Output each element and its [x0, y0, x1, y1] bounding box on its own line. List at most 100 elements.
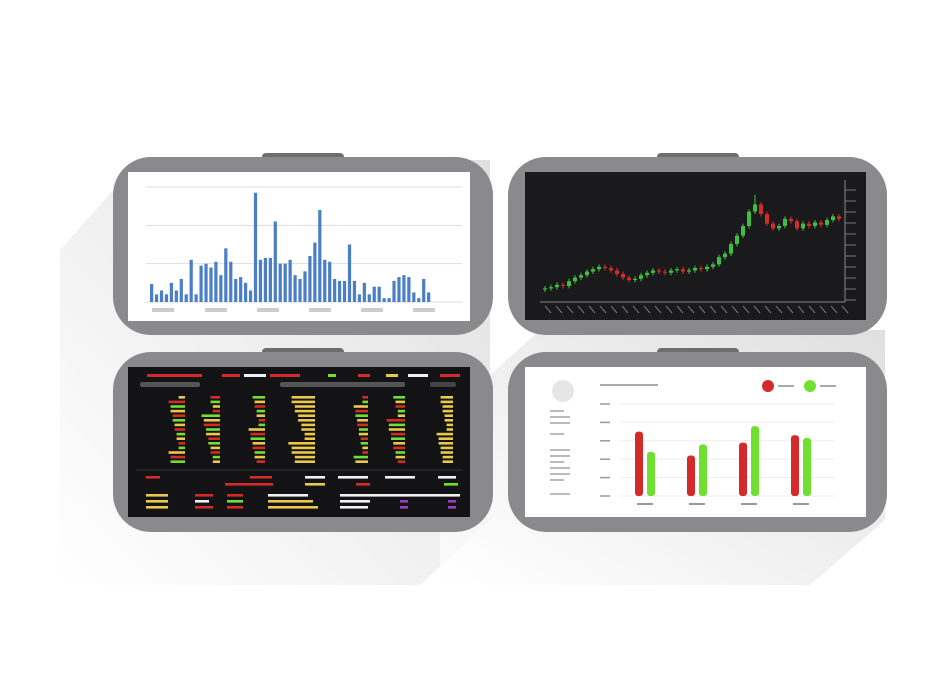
- placeholder-label: [152, 308, 174, 312]
- axis-hatch: [764, 305, 772, 314]
- x-placeholder: [637, 503, 653, 505]
- order-row: [388, 428, 405, 431]
- axis-hatch: [643, 305, 651, 314]
- cell: [338, 476, 368, 479]
- order-row: [254, 451, 265, 454]
- axis-hatch: [830, 305, 838, 314]
- candle-body: [573, 277, 577, 282]
- candle-body: [633, 278, 637, 280]
- placeholder-label: [413, 308, 435, 312]
- candle-body: [723, 253, 727, 258]
- bar: [342, 280, 347, 302]
- cell: [448, 500, 456, 503]
- screen: [525, 172, 866, 320]
- bar: [387, 298, 391, 302]
- order-row: [438, 442, 453, 445]
- candle-body: [651, 270, 655, 273]
- cell: [227, 500, 243, 503]
- side-item: [550, 410, 564, 412]
- order-row: [288, 442, 315, 445]
- cell: [268, 500, 313, 503]
- candle-body: [549, 287, 553, 289]
- axis-hatch: [621, 305, 629, 314]
- candle-body: [813, 222, 817, 226]
- candle-body: [711, 264, 715, 267]
- candle-body: [801, 223, 805, 229]
- toolbar-item: [386, 374, 398, 377]
- cell: [146, 506, 168, 509]
- axis-hatch: [544, 305, 552, 314]
- axis-hatch: [676, 305, 684, 314]
- order-row: [355, 409, 368, 413]
- order-row: [203, 419, 220, 422]
- bar: [417, 298, 421, 302]
- order-row: [360, 442, 368, 445]
- order-row: [208, 442, 220, 445]
- axis-hatch: [753, 305, 761, 314]
- order-row: [176, 432, 185, 436]
- order-row: [294, 405, 315, 408]
- bar: [367, 294, 371, 302]
- bar: [268, 257, 272, 302]
- bar: [184, 294, 188, 302]
- order-row: [355, 414, 368, 417]
- bar: [422, 279, 426, 302]
- candle-body: [765, 214, 769, 224]
- order-row: [170, 409, 185, 413]
- order-row: [353, 405, 368, 408]
- order-row: [258, 419, 265, 422]
- bar: [174, 290, 178, 302]
- order-row: [208, 437, 220, 440]
- order-row: [442, 455, 453, 459]
- bar: [357, 294, 362, 302]
- candle-body: [645, 272, 649, 276]
- bar: [347, 244, 352, 302]
- bar: [739, 442, 747, 496]
- candle-body: [585, 271, 589, 276]
- cell: [195, 494, 213, 497]
- order-row: [203, 423, 220, 427]
- order-row: [436, 432, 453, 436]
- bar: [154, 294, 159, 302]
- bar: [338, 280, 342, 302]
- cell: [305, 476, 325, 479]
- axis-hatch: [786, 305, 794, 314]
- order-row: [212, 409, 220, 413]
- bar: [288, 259, 292, 302]
- order-row: [446, 428, 453, 431]
- bar: [263, 257, 268, 302]
- candle-body: [795, 221, 799, 229]
- bar: [751, 426, 759, 496]
- order-row: [358, 432, 368, 436]
- cell: [340, 494, 460, 497]
- order-row: [291, 396, 315, 399]
- side-item: [550, 473, 570, 475]
- order-row: [256, 414, 265, 417]
- candle-body: [621, 274, 625, 278]
- axis-hatch: [654, 305, 662, 314]
- axis-hatch: [665, 305, 673, 314]
- order-row: [388, 423, 405, 427]
- order-row: [210, 400, 220, 404]
- order-row: [250, 437, 265, 440]
- bar: [199, 265, 203, 302]
- cell: [340, 500, 370, 503]
- candle-body: [627, 277, 631, 280]
- order-row: [393, 446, 405, 450]
- bar: [362, 282, 366, 302]
- order-row: [168, 451, 185, 454]
- legend-dot: [762, 380, 774, 392]
- dropdown: [280, 382, 405, 387]
- order-row: [357, 423, 368, 427]
- candle-body: [771, 223, 775, 229]
- toolbar-item: [440, 374, 460, 377]
- cell: [268, 494, 308, 497]
- bar: [224, 248, 228, 302]
- side-item: [550, 449, 570, 451]
- candle-body: [669, 270, 673, 273]
- axis-hatch: [808, 305, 816, 314]
- cell: [385, 476, 415, 479]
- placeholder-label: [257, 308, 279, 312]
- order-row: [304, 432, 315, 436]
- cell: [225, 483, 273, 486]
